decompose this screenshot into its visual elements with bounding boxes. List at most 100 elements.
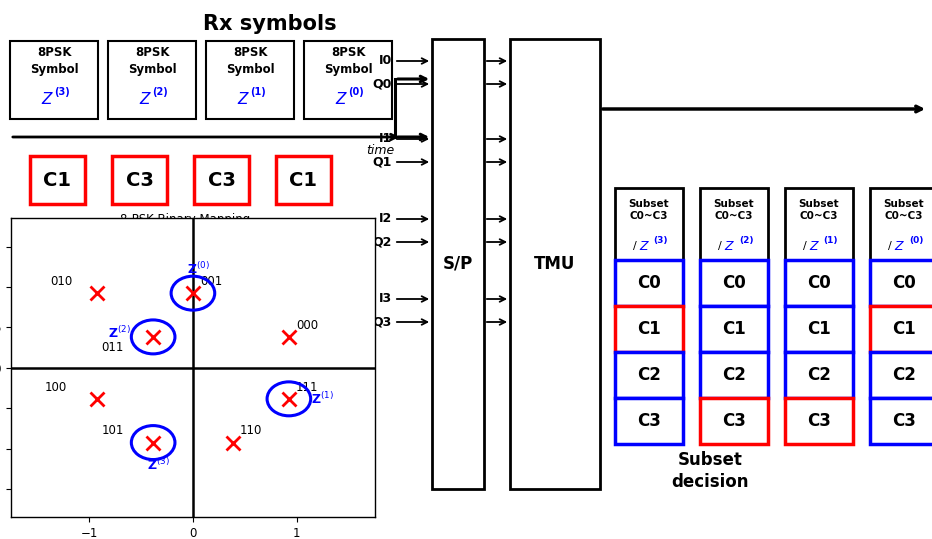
Text: Q0: Q0: [373, 78, 392, 91]
Bar: [785, 306, 853, 352]
Text: /: /: [633, 241, 637, 251]
Text: C3: C3: [126, 170, 154, 190]
Bar: [870, 306, 932, 352]
Text: I2: I2: [378, 212, 392, 225]
Text: C0: C0: [807, 274, 830, 292]
Text: C1: C1: [44, 170, 72, 190]
Text: $\mathit{Z}$: $\mathit{Z}$: [41, 91, 55, 107]
Text: (3): (3): [653, 236, 668, 245]
Text: (1): (1): [250, 87, 266, 97]
Text: $\mathit{Z}$: $\mathit{Z}$: [724, 240, 735, 253]
Text: 001: 001: [200, 275, 223, 288]
Bar: [615, 188, 683, 260]
Bar: [615, 352, 683, 398]
Bar: [615, 260, 683, 306]
Text: 111: 111: [296, 381, 319, 394]
Text: C2: C2: [807, 366, 831, 384]
Text: $\mathbf{Z}^{(3)}$: $\mathbf{Z}^{(3)}$: [147, 457, 170, 473]
Bar: [276, 156, 331, 204]
Text: I3: I3: [379, 293, 392, 306]
Text: 110: 110: [240, 425, 262, 438]
Bar: [700, 352, 768, 398]
Text: C3: C3: [208, 170, 236, 190]
Text: TMU: TMU: [534, 255, 576, 273]
Text: C0: C0: [722, 274, 746, 292]
Bar: [432, 39, 484, 489]
Text: $\mathit{Z}$: $\mathit{Z}$: [238, 91, 251, 107]
Text: 101: 101: [102, 425, 124, 438]
Text: C3: C3: [722, 412, 746, 430]
Text: 8PSK
Symbol: 8PSK Symbol: [323, 46, 372, 75]
Bar: [615, 398, 683, 444]
Text: I0: I0: [378, 54, 392, 67]
Text: C2: C2: [637, 366, 661, 384]
Text: Subset
C0~C3: Subset C0~C3: [714, 199, 754, 221]
Text: $\mathit{Z}$: $\mathit{Z}$: [810, 240, 820, 253]
Text: $\mathbf{Z}^{(1)}$: $\mathbf{Z}^{(1)}$: [310, 391, 334, 407]
Text: $\mathit{Z}$: $\mathit{Z}$: [140, 91, 153, 107]
Text: 100: 100: [45, 381, 67, 394]
Bar: [194, 156, 249, 204]
Bar: [785, 260, 853, 306]
Bar: [785, 352, 853, 398]
Text: /: /: [803, 241, 807, 251]
Text: S/P: S/P: [443, 255, 473, 273]
Text: /: /: [719, 241, 722, 251]
Text: (0): (0): [349, 87, 363, 97]
Bar: [700, 260, 768, 306]
Bar: [785, 188, 853, 260]
Text: 8-PSK,Binary Mapping: 8-PSK,Binary Mapping: [120, 212, 250, 225]
Text: 8PSK
Symbol: 8PSK Symbol: [30, 46, 78, 75]
Text: C3: C3: [637, 412, 661, 430]
Bar: [206, 41, 294, 119]
Bar: [870, 260, 932, 306]
Text: Q2: Q2: [373, 236, 392, 248]
Text: /: /: [888, 241, 892, 251]
Text: C2: C2: [892, 366, 916, 384]
Text: 000: 000: [296, 319, 318, 332]
Text: 010: 010: [50, 275, 73, 288]
Text: (1): (1): [824, 236, 838, 245]
Text: I1: I1: [378, 133, 392, 146]
Text: Q3: Q3: [373, 315, 392, 328]
Text: (0): (0): [909, 236, 924, 245]
Text: C3: C3: [807, 412, 831, 430]
Text: Rx symbols: Rx symbols: [203, 14, 336, 34]
Text: Subset
decision: Subset decision: [671, 451, 748, 491]
Text: $\mathit{Z}$: $\mathit{Z}$: [895, 240, 906, 253]
Text: $\mathbf{Z}^{(2)}$: $\mathbf{Z}^{(2)}$: [108, 325, 131, 341]
Text: C1: C1: [807, 320, 830, 338]
Text: 8PSK
Symbol: 8PSK Symbol: [128, 46, 176, 75]
Bar: [10, 41, 98, 119]
Text: 011: 011: [102, 341, 124, 355]
Bar: [30, 156, 85, 204]
Text: (3): (3): [54, 87, 70, 97]
Text: C1: C1: [637, 320, 661, 338]
Text: Subset
C0~C3: Subset C0~C3: [884, 199, 925, 221]
Text: C1: C1: [290, 170, 318, 190]
Bar: [700, 398, 768, 444]
Bar: [870, 188, 932, 260]
Bar: [700, 306, 768, 352]
Text: time: time: [366, 144, 394, 157]
Bar: [108, 41, 196, 119]
Text: C1: C1: [892, 320, 916, 338]
Text: C1: C1: [722, 320, 746, 338]
Bar: [112, 156, 167, 204]
Text: C2: C2: [722, 366, 746, 384]
Bar: [510, 39, 600, 489]
Text: $\mathit{Z}$: $\mathit{Z}$: [336, 91, 349, 107]
Text: 8PSK
Symbol: 8PSK Symbol: [226, 46, 274, 75]
Text: (2): (2): [739, 236, 753, 245]
Text: (2): (2): [152, 87, 168, 97]
Text: $\mathit{Z}$: $\mathit{Z}$: [639, 240, 651, 253]
Bar: [700, 188, 768, 260]
Bar: [870, 352, 932, 398]
Bar: [785, 398, 853, 444]
Text: Subset
C0~C3: Subset C0~C3: [799, 199, 840, 221]
Text: Q1: Q1: [373, 155, 392, 169]
Bar: [304, 41, 392, 119]
Text: Subset
C0~C3: Subset C0~C3: [629, 199, 669, 221]
Text: C0: C0: [637, 274, 661, 292]
Bar: [615, 306, 683, 352]
